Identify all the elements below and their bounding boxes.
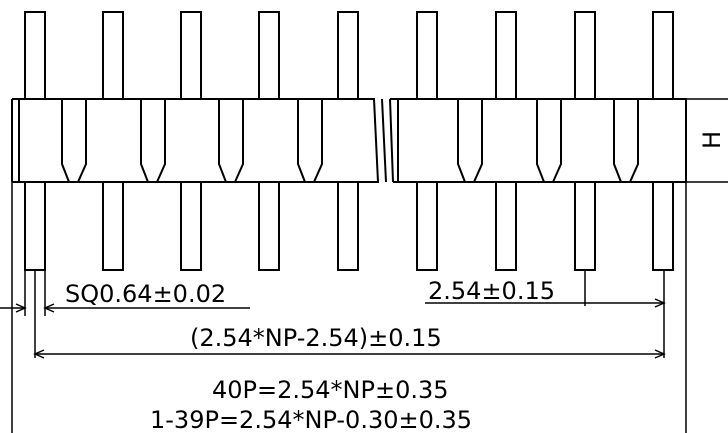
dimension-pitch: 2.54±0.15 (425, 277, 666, 308)
overall-1-39p-label: 1-39P=2.54*NP-0.30±0.35 (150, 406, 472, 433)
pin-span-label: (2.54*NP-2.54)±0.15 (190, 324, 442, 352)
lower-pin (337, 181, 359, 271)
upper-pin (495, 11, 517, 100)
upper-pin (24, 11, 46, 100)
insulator-outline (12, 98, 380, 183)
dimension-pin-square: SQ0.64±0.02 (0, 280, 250, 313)
upper-pin (258, 11, 280, 100)
lower-pin (258, 181, 280, 271)
lower-pin (102, 181, 124, 271)
dimension-overall: 40P=2.54*NP±0.35 1-39P=2.54*NP-0.30±0.35 (150, 376, 472, 433)
upper-pin (102, 11, 124, 100)
upper-pin (574, 11, 596, 100)
overall-40p-label: 40P=2.54*NP±0.35 (212, 376, 449, 404)
upper-pins (24, 11, 674, 100)
lower-pin (574, 181, 596, 271)
lower-pin (180, 181, 202, 271)
lower-pins (24, 181, 674, 271)
pin-square-label: SQ0.64±0.02 (65, 280, 226, 308)
pitch-label: 2.54±0.15 (428, 277, 555, 305)
upper-pin (652, 11, 674, 100)
break-gap (381, 98, 387, 183)
dimension-pin-span: (2.54*NP-2.54)±0.15 (33, 324, 666, 359)
lower-pin (495, 181, 517, 271)
upper-pin (337, 11, 359, 100)
upper-pin (416, 11, 438, 100)
insulator-left (11, 98, 380, 183)
height-label: H (698, 131, 726, 149)
lower-pin (416, 181, 438, 271)
lower-pin (652, 181, 674, 271)
upper-pin (180, 11, 202, 100)
lower-pin (24, 181, 46, 271)
insulator-right (389, 98, 728, 183)
